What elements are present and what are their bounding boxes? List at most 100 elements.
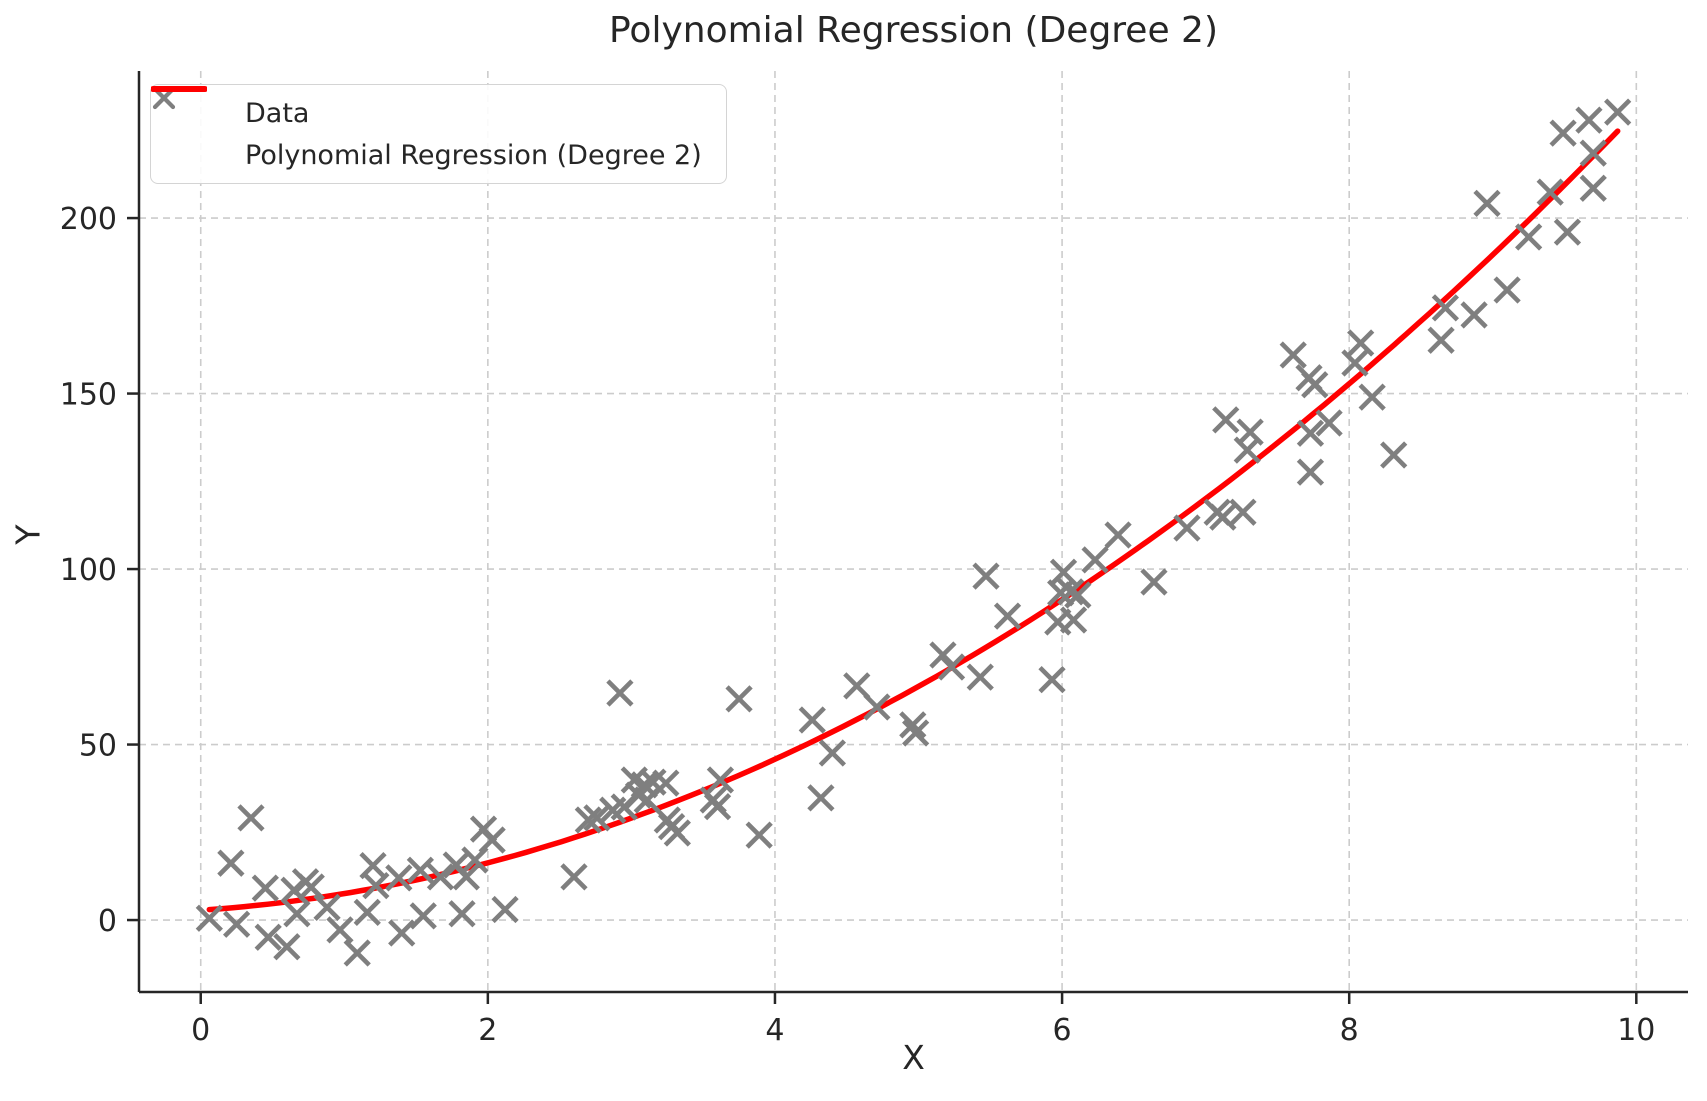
legend-label-data: Data [245, 97, 310, 129]
y-tick-label: 150 [60, 378, 117, 413]
data-point-marker [583, 804, 611, 832]
legend-label-regression: Polynomial Regression (Degree 2) [245, 139, 702, 171]
data-point-marker [1380, 441, 1408, 469]
data-point-marker [1301, 371, 1329, 399]
data-point-marker [1081, 546, 1109, 574]
data-point-marker [353, 898, 381, 926]
y-tick-label: 200 [60, 202, 117, 237]
data-point-marker [195, 904, 223, 932]
data-point-marker [663, 819, 691, 847]
data-point-marker [574, 806, 602, 834]
chart-title: Polynomial Regression (Degree 2) [609, 10, 1218, 51]
data-point-marker [966, 663, 994, 691]
data-point-marker [929, 641, 957, 669]
data-point-marker [222, 910, 251, 938]
y-tick-label: 50 [79, 729, 117, 764]
data-point-marker [452, 863, 480, 891]
data-point-marker [703, 793, 732, 821]
data-point-marker [409, 902, 437, 930]
x-tick-label: 10 [1617, 1013, 1655, 1048]
data-point-marker [1059, 606, 1088, 634]
data-point-marker [326, 916, 354, 944]
data-point-marker [1173, 514, 1201, 542]
data-point-marker [406, 856, 435, 884]
data-point-marker [937, 653, 966, 681]
legend-entry-data: Data [152, 86, 702, 130]
data-point-marker [254, 923, 282, 951]
data-point-marker [273, 933, 301, 961]
data-point-marker [237, 804, 265, 832]
legend-entry-regression: Polynomial Regression (Degree 2) [151, 86, 702, 172]
data-point-marker [388, 919, 416, 947]
data-point-marker [1140, 568, 1168, 596]
data-point-marker [1536, 178, 1564, 206]
data-point-marker [1579, 139, 1607, 167]
data-point-marker [313, 893, 341, 922]
data-point-marker [217, 849, 245, 877]
data-point-marker [1064, 581, 1092, 609]
data-point-marker [1427, 326, 1455, 354]
data-point-marker [1057, 578, 1085, 606]
data-point-marker [899, 711, 927, 739]
regression-curve [206, 128, 1621, 913]
data-point-marker [1049, 558, 1078, 586]
data-point-marker [843, 672, 871, 700]
y-tick-label: 100 [60, 553, 117, 588]
data-point-marker [706, 766, 735, 794]
data-point-marker [478, 826, 506, 854]
data-point-marker [1341, 349, 1369, 377]
data-point-marker [1493, 276, 1521, 304]
data-point-marker [385, 864, 413, 892]
data-point-marker [1515, 223, 1543, 251]
y-tick-label: 0 [98, 904, 117, 939]
data-point-marker [972, 562, 1000, 590]
data-point-marker [1236, 418, 1264, 446]
data-point-marker [725, 685, 753, 713]
data-point-marker [798, 706, 826, 734]
x-axis-label: X [902, 1038, 925, 1077]
x-tick-label: 4 [765, 1013, 784, 1048]
x-tick-label: 2 [478, 1013, 497, 1048]
data-point-marker [343, 939, 371, 967]
data-point-marker [1209, 503, 1237, 531]
data-point-marker [1604, 98, 1632, 126]
data-point-marker [606, 679, 634, 707]
data-point-marker [745, 821, 773, 849]
data-point-marker [1347, 329, 1375, 357]
data-point-marker [1212, 406, 1240, 434]
data-point-marker [297, 873, 325, 901]
data-point-marker [1358, 383, 1386, 411]
data-point-marker [1575, 106, 1603, 134]
x-tick-label: 0 [191, 1013, 210, 1048]
x-tick-label: 6 [1053, 1013, 1072, 1048]
data-point-marker [283, 900, 311, 928]
data-point-marker [818, 739, 847, 767]
data-point-marker [1553, 218, 1582, 246]
grid [139, 71, 1688, 992]
data-point-marker [426, 863, 455, 891]
data-point-marker [1579, 174, 1607, 202]
data-point-marker [1460, 301, 1488, 329]
data-point-marker [1315, 409, 1343, 437]
data-point-marker [1229, 498, 1257, 526]
axes [127, 71, 1688, 1004]
data-point-marker [251, 874, 279, 902]
data-point-marker [902, 719, 930, 747]
data-point-marker [1296, 419, 1325, 447]
data-point-marker [362, 872, 390, 900]
data-point-marker [560, 863, 588, 891]
data-point-marker [1549, 119, 1577, 147]
data-point-marker [1431, 294, 1460, 322]
data-point-marker [993, 602, 1022, 630]
regression-line [206, 128, 1621, 913]
data-point-marker [1279, 341, 1307, 369]
data-point-marker [863, 693, 891, 721]
data-point-marker [491, 895, 519, 924]
scatter-points [195, 98, 1632, 967]
data-point-marker [1038, 665, 1066, 694]
data-point-marker [1104, 521, 1132, 549]
data-point-marker [448, 900, 476, 928]
